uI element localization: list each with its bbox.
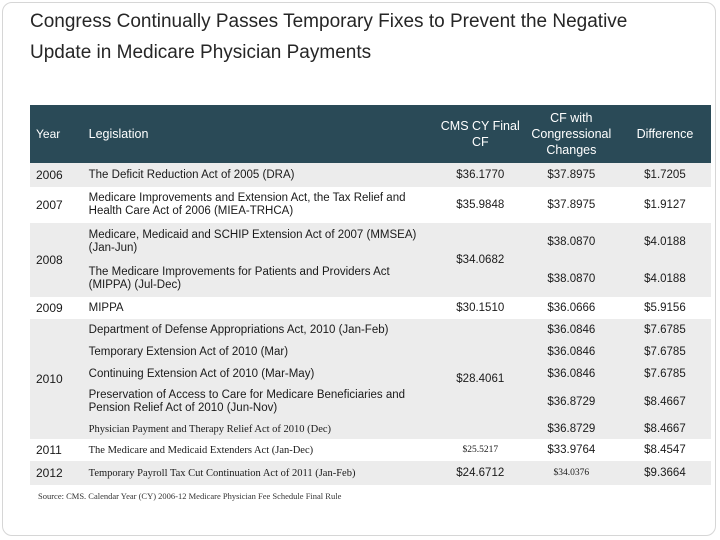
table-row: 2006 The Deficit Reduction Act of 2005 (… bbox=[30, 163, 711, 187]
header-cf-congress: CF with Congressional Changes bbox=[531, 111, 612, 157]
cell-legislation: The Medicare and Medicaid Extenders Act … bbox=[88, 444, 314, 456]
cell-cf-congress: $38.0870 bbox=[547, 235, 596, 248]
cell-difference: $1.9127 bbox=[644, 198, 686, 211]
cell-difference: $4.0188 bbox=[644, 235, 686, 248]
table-header-row: Year Legislation CMS CY Final CF CF with… bbox=[30, 105, 711, 163]
cell-difference: $4.0188 bbox=[644, 272, 686, 285]
table-row: 2010 Department of Defense Appropriation… bbox=[30, 319, 711, 385]
cell-difference: $5.9156 bbox=[644, 301, 686, 314]
cell-cms-cf: $24.6712 bbox=[456, 466, 505, 479]
cell-cms-cf: $25.5217 bbox=[462, 444, 499, 455]
cell-cf-congress: $36.0846 bbox=[547, 345, 596, 358]
table-row: 2008 Medicare, Medicaid and SCHIP Extens… bbox=[30, 223, 711, 266]
cell-year: 2007 bbox=[36, 197, 63, 212]
table-row: 2012 Temporary Payroll Tax Cut Continuat… bbox=[30, 461, 711, 485]
header-cms-cf: CMS CY Final CF bbox=[440, 119, 520, 149]
cell-difference: $8.4547 bbox=[644, 443, 686, 456]
cell-cf-congress: $38.0870 bbox=[547, 272, 596, 285]
cell-year: 2010 bbox=[36, 371, 63, 386]
cell-difference: $8.4667 bbox=[644, 422, 686, 435]
cell-cf-congress: $36.8729 bbox=[547, 395, 596, 408]
cell-year: 2008 bbox=[36, 252, 63, 267]
cell-cf-congress: $37.8975 bbox=[547, 168, 596, 181]
cell-difference: $7.6785 bbox=[644, 367, 686, 380]
cell-difference: $1.7205 bbox=[644, 168, 686, 181]
table-row: Continuing Extension Act of 2010 (Mar-Ma… bbox=[30, 363, 711, 385]
cell-difference: $7.6785 bbox=[644, 345, 686, 358]
table-row: Preservation of Access to Care for Medic… bbox=[30, 385, 711, 419]
cell-legislation: The Deficit Reduction Act of 2005 (DRA) bbox=[88, 168, 295, 181]
cell-cf-congress: $36.0666 bbox=[547, 301, 596, 314]
cell-cf-congress: $36.0846 bbox=[547, 367, 596, 380]
cell-legislation: MIPPA bbox=[88, 301, 124, 314]
table-row: 2007 Medicare Improvements and Extension… bbox=[30, 187, 711, 223]
cell-year: 2009 bbox=[36, 300, 63, 315]
cell-year: 2011 bbox=[36, 442, 62, 457]
header-legislation: Legislation bbox=[88, 127, 149, 141]
cell-legislation: Continuing Extension Act of 2010 (Mar-Ma… bbox=[88, 367, 315, 380]
cell-difference: $7.6785 bbox=[644, 323, 686, 336]
cell-cms-cf: $28.4061 bbox=[456, 372, 505, 385]
cell-cf-congress: $36.8729 bbox=[547, 422, 596, 435]
cell-cf-congress: $34.0376 bbox=[553, 467, 590, 478]
table-row: The Medicare Improvements for Patients a… bbox=[30, 261, 711, 297]
cell-legislation: The Medicare Improvements for Patients a… bbox=[88, 266, 390, 291]
cell-cf-congress: $33.9764 bbox=[547, 443, 596, 456]
cell-legislation: Physician Payment and Therapy Relief Act… bbox=[88, 423, 332, 435]
cell-cms-cf: $35.9848 bbox=[456, 198, 505, 211]
cell-cms-cf: $34.0682 bbox=[456, 253, 505, 266]
table-row: 2009 MIPPA $30.1510 $36.0666 $5.9156 bbox=[30, 297, 711, 319]
cell-difference: $9.3664 bbox=[644, 466, 686, 479]
cell-legislation: Temporary Payroll Tax Cut Continuation A… bbox=[88, 467, 356, 479]
cell-cms-cf: $36.1770 bbox=[456, 168, 505, 181]
cell-year: 2006 bbox=[36, 167, 63, 182]
page-title: Congress Continually Passes Temporary Fi… bbox=[30, 11, 628, 63]
cell-legislation: Medicare, Medicaid and SCHIP Extension A… bbox=[88, 229, 417, 254]
cell-legislation: Department of Defense Appropriations Act… bbox=[88, 323, 389, 336]
cell-cf-congress: $36.0846 bbox=[547, 323, 596, 336]
cell-year: 2012 bbox=[36, 465, 63, 480]
payments-table: Year Legislation CMS CY Final CF CF with… bbox=[30, 105, 711, 485]
table-row: Temporary Extension Act of 2010 (Mar) $3… bbox=[30, 341, 711, 363]
cell-legislation: Medicare Improvements and Extension Act,… bbox=[88, 192, 406, 217]
header-year: Year bbox=[36, 127, 61, 141]
header-difference: Difference bbox=[636, 127, 694, 141]
cell-cf-congress: $37.8975 bbox=[547, 198, 596, 211]
cell-cms-cf: $30.1510 bbox=[456, 301, 505, 314]
table-row: 2011 The Medicare and Medicaid Extenders… bbox=[30, 439, 711, 461]
cell-difference: $8.4667 bbox=[644, 395, 686, 408]
cell-legislation: Temporary Extension Act of 2010 (Mar) bbox=[88, 345, 289, 358]
cell-legislation: Preservation of Access to Care for Medic… bbox=[88, 389, 406, 414]
table-row: Physician Payment and Therapy Relief Act… bbox=[30, 419, 711, 439]
source-note: Source: CMS. Calendar Year (CY) 2006-12 … bbox=[38, 491, 342, 501]
